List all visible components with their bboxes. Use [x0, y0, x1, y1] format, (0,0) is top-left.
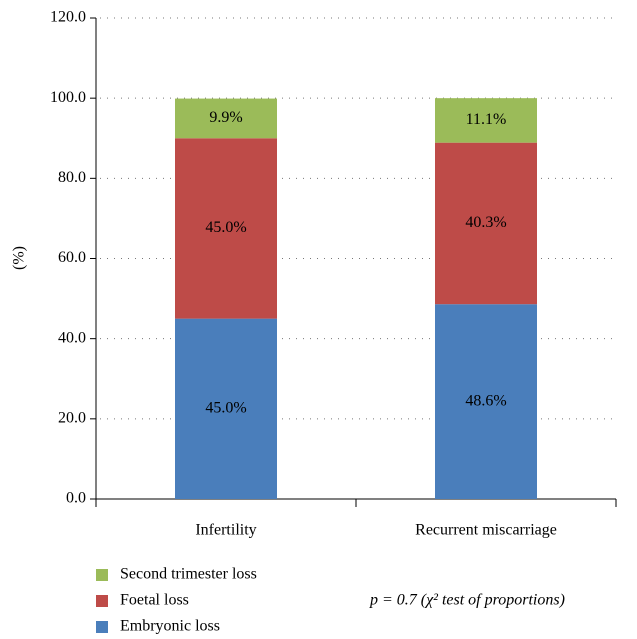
- data-label: 40.3%: [465, 214, 506, 231]
- legend-swatch: [96, 595, 108, 607]
- x-tick-label: Recurrent miscarriage: [415, 522, 557, 539]
- y-tick-label: 100.0: [50, 89, 86, 106]
- legend-swatch: [96, 621, 108, 633]
- legend-swatch: [96, 569, 108, 581]
- bar-segment: [435, 98, 537, 143]
- y-tick-label: 0.0: [66, 490, 86, 507]
- y-tick-label: 40.0: [58, 329, 86, 346]
- y-tick-label: 120.0: [50, 9, 86, 26]
- bar-segment: [175, 98, 277, 139]
- x-tick-label: Infertility: [195, 522, 256, 539]
- y-axis-label: (%): [11, 246, 28, 270]
- legend-label: Embryonic loss: [120, 618, 220, 635]
- annotation: p = 0.7 (χ² test of proportions): [369, 592, 565, 609]
- bar-segment: [435, 304, 537, 499]
- data-label: 11.1%: [466, 111, 507, 128]
- data-label: 48.6%: [465, 392, 506, 409]
- y-tick-label: 80.0: [58, 169, 86, 186]
- bar-segment: [175, 138, 277, 319]
- y-tick-label: 60.0: [58, 249, 86, 266]
- data-label: 9.9%: [209, 109, 242, 126]
- data-label: 45.0%: [205, 219, 246, 236]
- bar-segment: [175, 318, 277, 499]
- bar-segment: [435, 142, 537, 305]
- legend-label: Foetal loss: [120, 592, 189, 609]
- y-tick-label: 20.0: [58, 410, 86, 427]
- legend-label: Second trimester loss: [120, 566, 257, 583]
- data-label: 45.0%: [205, 399, 246, 416]
